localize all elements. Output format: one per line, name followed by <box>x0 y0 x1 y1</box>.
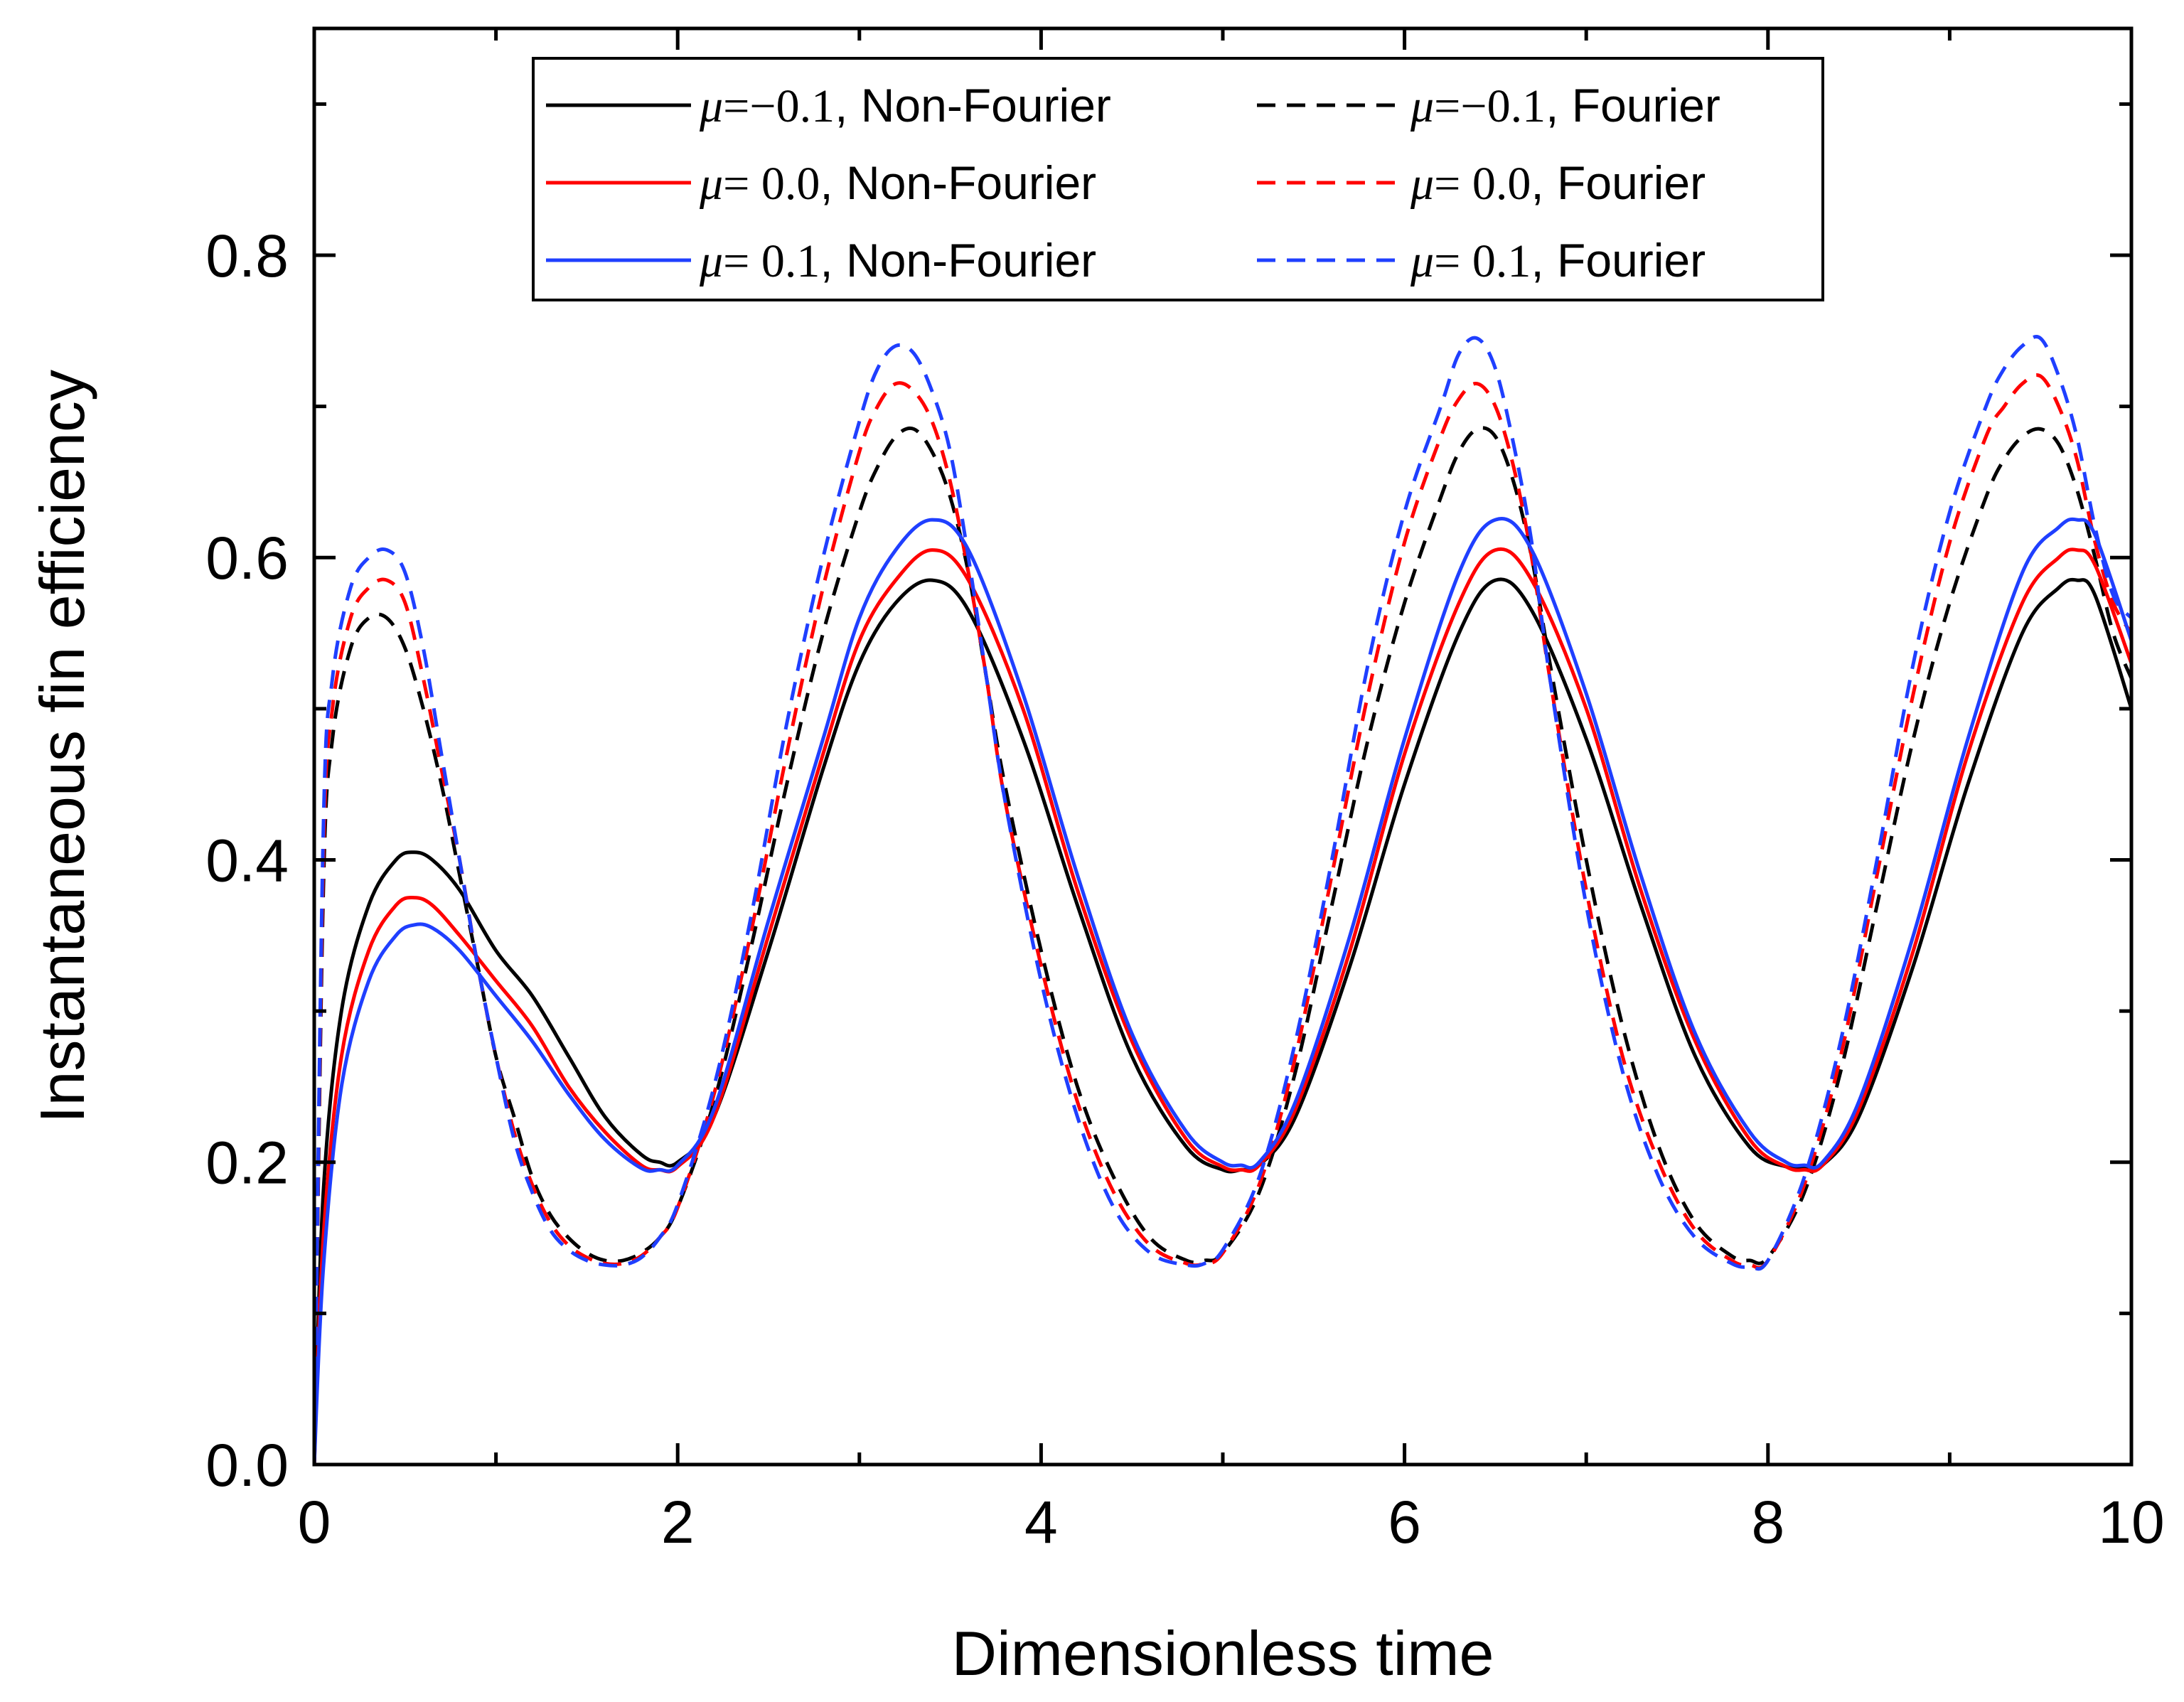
x-tick-label: 6 <box>1388 1489 1421 1556</box>
y-tick-label: 0.4 <box>205 827 289 894</box>
legend-entry-1: μ=−0.1, Fourier <box>1410 79 1720 132</box>
series-line-2 <box>312 547 2134 1465</box>
legend-entry-4: μ= 0.1, Non-Fourier <box>699 234 1096 287</box>
y-tick-label: 0.0 <box>205 1432 289 1499</box>
legend-box <box>532 57 1824 301</box>
y-tick-label: 0.6 <box>205 525 289 592</box>
series-line-5 <box>312 335 2133 1465</box>
x-tick-label: 2 <box>661 1489 695 1556</box>
x-tick-label: 8 <box>1751 1489 1784 1556</box>
legend-entry-2: μ= 0.0, Non-Fourier <box>699 156 1096 210</box>
y-tick-label: 0.8 <box>205 223 289 289</box>
x-tick-label: 0 <box>298 1489 331 1556</box>
axis-ticks <box>312 28 2134 1467</box>
y-tick-label: 0.2 <box>205 1130 289 1197</box>
x-tick-labels: 0 2 4 6 8 10 <box>298 1489 2165 1556</box>
legend-entry-3: μ= 0.0, Fourier <box>1410 156 1706 210</box>
y-tick-labels: 0.0 0.2 0.4 0.6 0.8 <box>205 223 289 1499</box>
series-curves <box>312 335 2134 1465</box>
legend: μ=−0.1, Non-Fourier μ=−0.1, Fourier μ= 0.0… <box>532 57 1824 301</box>
x-tick-label: 10 <box>2098 1489 2164 1556</box>
series-line-4 <box>312 517 2134 1465</box>
x-axis-title: Dimensionless time <box>952 1618 1494 1688</box>
x-tick-label: 4 <box>1024 1489 1058 1556</box>
y-axis-title: Instantaneous fin efficiency <box>27 370 97 1123</box>
legend-entry-0: μ=−0.1, Non-Fourier <box>699 79 1111 132</box>
legend-entry-5: μ= 0.1, Fourier <box>1410 234 1706 287</box>
